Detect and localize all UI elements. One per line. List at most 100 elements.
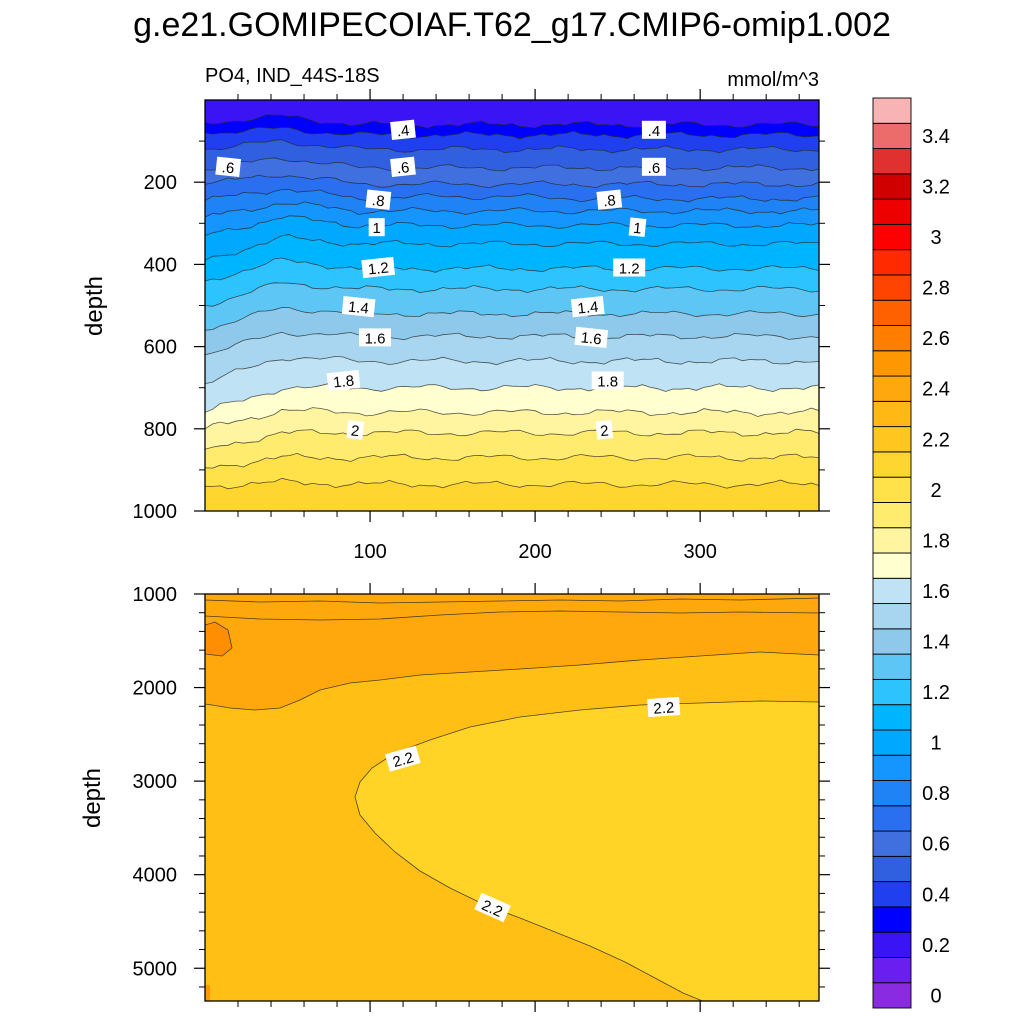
upper-contour-label: 2: [595, 420, 614, 441]
colorbar-box: [872, 122, 912, 150]
colorbar-tick-label: 2.8: [922, 278, 950, 300]
colorbar-box: [872, 400, 912, 428]
colorbar-box: [872, 881, 912, 908]
upper-y-tick-label: 800: [144, 419, 177, 441]
upper-y-tick-label: 200: [144, 172, 177, 194]
upper-contour-label-bg: [390, 156, 416, 178]
lower-contour-label-bg: [474, 892, 511, 923]
upper-contour-1.8: [205, 407, 819, 430]
lower-contour-2.4: [205, 651, 819, 711]
upper-contour-1.9: [205, 428, 819, 450]
lower-contour-label-text: 2.2: [653, 699, 675, 717]
upper-contour-0.9: [205, 201, 819, 218]
upper-contour-label-bg: [361, 256, 396, 279]
upper-contour-label-text: 1.4: [347, 299, 370, 318]
upper-contour-label-bg: [641, 157, 666, 176]
colorbar-box: [872, 982, 912, 1009]
upper-x-tick-label: 300: [683, 541, 716, 563]
colorbar-box: [872, 628, 912, 655]
upper-band-1.4: [205, 307, 819, 355]
lower-contour-label: 2.2: [647, 696, 681, 718]
colorbar-tick-label: 2.2: [922, 429, 950, 451]
lower-region-edge: [205, 985, 210, 1001]
upper-x-tick-label: 200: [518, 541, 551, 563]
upper-band-1.8: [205, 407, 819, 450]
colorbar-box: [872, 325, 912, 352]
colorbar-box: [872, 956, 912, 984]
colorbar-box: [872, 678, 912, 706]
upper-contour-label-text: 1.6: [365, 330, 386, 347]
upper-band-2.1: [205, 478, 819, 511]
colorbar-box: [872, 249, 912, 276]
upper-contour-label-bg: [346, 420, 365, 440]
upper-contour-label-text: 1.2: [619, 261, 640, 278]
upper-band-1.5: [205, 332, 819, 384]
upper-band-0.7: [205, 175, 819, 202]
colorbar-box: [872, 501, 912, 529]
colorbar-box: [872, 173, 912, 200]
lower-contour-label-bg: [647, 696, 681, 718]
upper-y-tick-label: 1000: [133, 501, 178, 523]
colorbar-box: [872, 350, 912, 377]
colorbar-box: [872, 704, 912, 731]
upper-contour-label-text: 1.6: [580, 329, 603, 348]
colorbar-tick-label: 1.4: [922, 632, 950, 654]
colorbar-box: [872, 780, 912, 807]
upper-contour-labels: .4 .4 .6 .6 .6 .8 .8 1 1 1.2 1.2 1.4 1.4 1.6 1.6 1.8 1.8…: [215, 119, 666, 441]
lower-region-2.2: [355, 701, 819, 1001]
lower-filled-contours: [205, 594, 819, 1001]
upper-contour-0.8: [205, 188, 819, 203]
colorbar-tick-label: 0: [930, 985, 941, 1007]
upper-contour-label: .6: [215, 156, 242, 177]
lower-y-tick-label: 4000: [133, 865, 178, 887]
colorbar-tick-label: 0.8: [922, 783, 950, 805]
colorbar-box: [872, 375, 912, 402]
upper-contour-0.5: [205, 139, 819, 154]
lower-y-tick-label: 3000: [133, 771, 178, 793]
lower-contour-label-text: 2.2: [391, 749, 416, 771]
upper-contour-label-text: .6: [221, 159, 235, 177]
upper-band-1.2: [205, 258, 819, 307]
colorbar-tick-label: 0.6: [922, 834, 950, 856]
upper-contour-2: [205, 452, 819, 469]
colorbar-box: [872, 527, 912, 554]
lower-contour-2.2: [354, 700, 819, 1001]
colorbar-box: [872, 729, 912, 756]
upper-contour-label-bg: [595, 420, 614, 440]
upper-contour-1.6: [205, 355, 819, 384]
upper-panel: PO4, IND_44S-18S mmol/m^3 .4 .4 .6 .6 .6 .8 .8…: [81, 65, 830, 563]
upper-contour-label-bg: [574, 326, 609, 349]
upper-band-0.9: [205, 201, 819, 236]
upper-contour-label-text: 1: [373, 220, 381, 237]
upper-band-0.8: [205, 189, 819, 218]
lower-axis-ticks: 1000 2000 3000 4000 5000: [133, 583, 830, 1012]
upper-contour-1.1: [205, 234, 819, 261]
upper-contour-label-text: 2: [599, 423, 609, 441]
colorbar-tick-label: 1.8: [922, 530, 950, 552]
upper-band-0.6: [205, 157, 819, 188]
upper-band-1: [205, 215, 819, 261]
upper-contour-label: .8: [596, 189, 623, 210]
upper-contour-label-bg: [390, 119, 416, 141]
lower-contour-top: [205, 597, 819, 604]
upper-contour-label-text: 1: [632, 220, 642, 238]
colorbar-box: [872, 931, 912, 958]
upper-contour-label: 1: [368, 218, 385, 237]
upper-contour-label-text: 2: [350, 423, 360, 441]
upper-contour-label-text: .4: [396, 122, 410, 140]
upper-contour-label: 1.6: [574, 326, 609, 349]
upper-contour-label-text: .8: [371, 192, 385, 210]
upper-contour-label-bg: [596, 189, 623, 210]
colorbar-box: [872, 653, 912, 680]
upper-contour-label: 1.6: [359, 328, 391, 347]
colorbar-box: [872, 476, 912, 503]
lower-contour-2.5: [205, 621, 233, 657]
colorbar-box: [872, 97, 912, 124]
colorbar-tick-label: 0.4: [922, 884, 950, 906]
upper-contour-label-bg: [591, 371, 624, 390]
upper-contour-label-bg: [368, 218, 385, 237]
upper-contour-label: .6: [641, 157, 666, 177]
colorbar-tick-label: 2.6: [922, 328, 950, 350]
upper-contour-label: 1.4: [341, 295, 376, 318]
